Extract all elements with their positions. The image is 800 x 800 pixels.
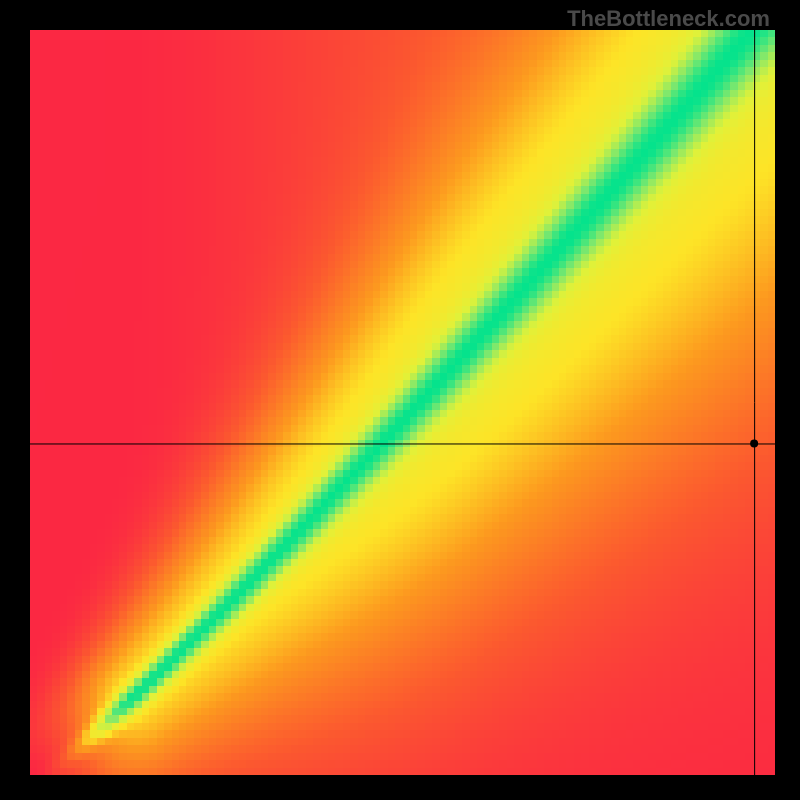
chart-container: TheBottleneck.com	[0, 0, 800, 800]
watermark-text: TheBottleneck.com	[567, 6, 770, 32]
bottleneck-heatmap	[30, 30, 775, 775]
